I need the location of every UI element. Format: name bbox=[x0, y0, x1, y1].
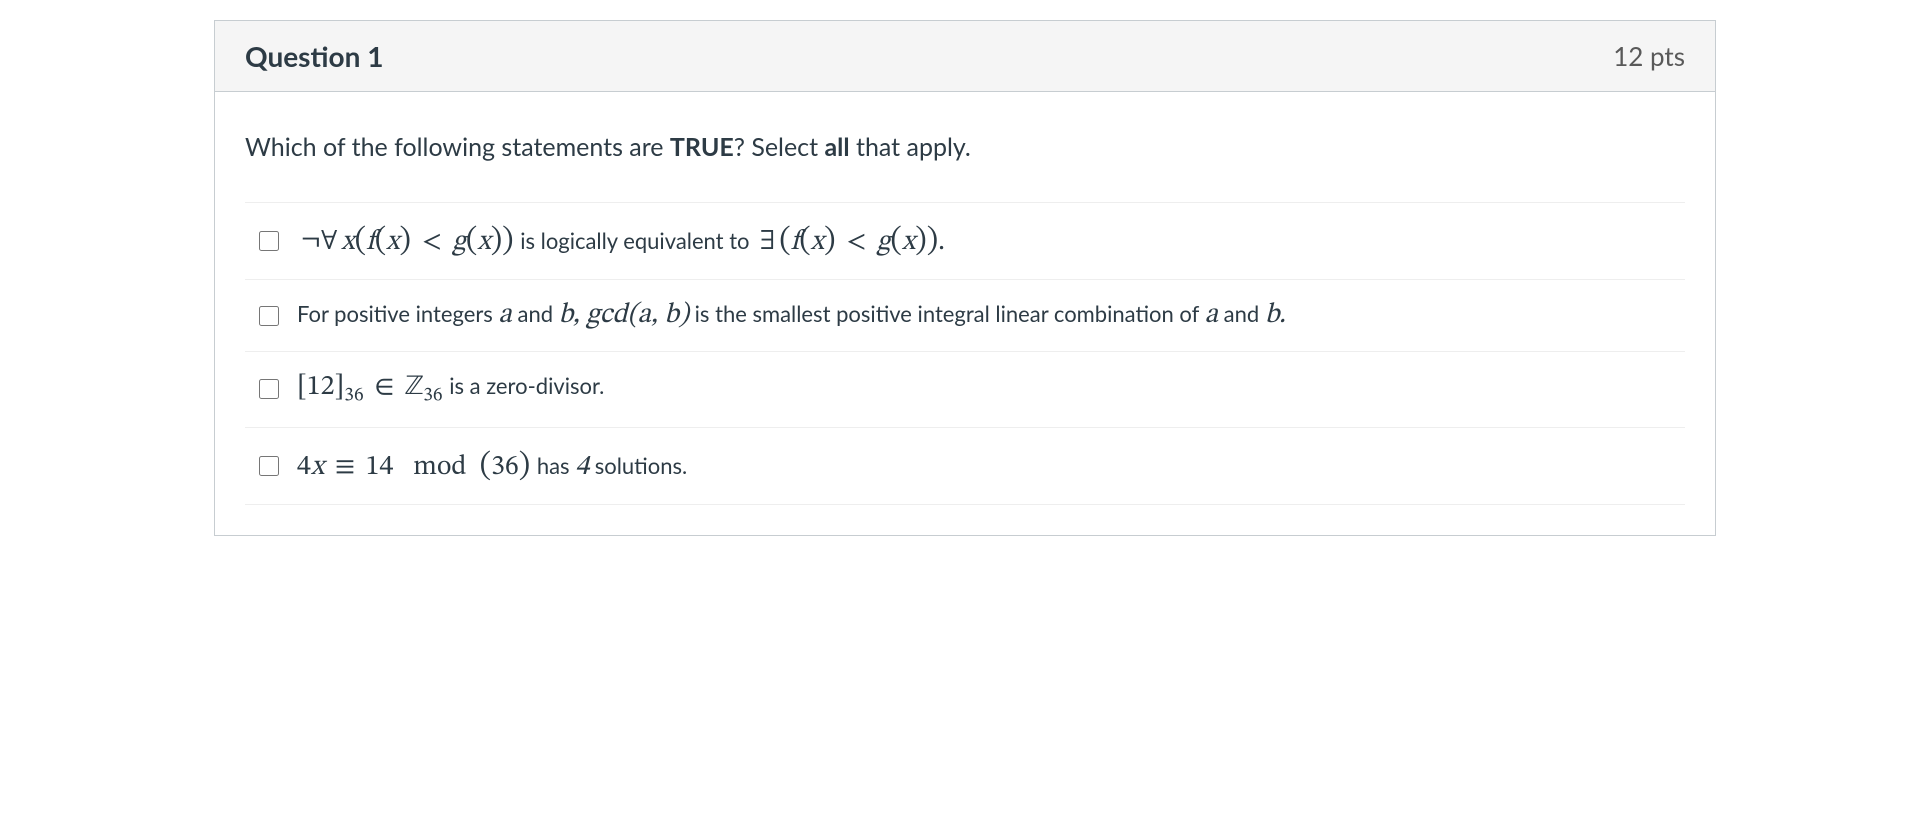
space bbox=[393, 453, 413, 481]
rparen: ) bbox=[824, 225, 835, 257]
checkbox-option-3[interactable] bbox=[259, 379, 279, 399]
num-4: 4 bbox=[575, 453, 589, 481]
comma: , bbox=[651, 301, 658, 329]
opt2-and2: and bbox=[1218, 300, 1265, 327]
neg-forall: ¬∀ bbox=[297, 228, 341, 256]
var-g: g bbox=[452, 228, 466, 256]
opt3-post: is a zero-divisor. bbox=[449, 372, 604, 399]
rparen: ) bbox=[502, 225, 513, 257]
lparen: ( bbox=[480, 450, 491, 482]
question-body: Which of the following statements are TR… bbox=[215, 92, 1715, 535]
rparen: ) bbox=[519, 450, 530, 482]
lparen: ( bbox=[466, 225, 477, 257]
prompt-bold-all: all bbox=[824, 132, 849, 162]
var-a: a bbox=[498, 301, 511, 329]
var-g: g bbox=[877, 228, 891, 256]
answer-option-2[interactable]: For positive integers a and b, gcd(a, b)… bbox=[245, 279, 1685, 351]
option-4-content: 4x ≡ 14 mod (36) has 4 solutions. bbox=[297, 446, 687, 486]
question-header: Question 1 12 pts bbox=[215, 21, 1715, 92]
equiv: ≡ bbox=[324, 453, 365, 481]
lparen: ( bbox=[779, 225, 790, 257]
space bbox=[466, 453, 479, 481]
rparen: ) bbox=[915, 225, 926, 257]
sub-36: 36 bbox=[423, 386, 442, 406]
num-12: 12 bbox=[307, 373, 335, 401]
var-f: f bbox=[366, 228, 375, 256]
lparen: ( bbox=[355, 225, 366, 257]
num-36: 36 bbox=[491, 453, 519, 481]
option-2-content: For positive integers a and b, gcd(a, b)… bbox=[297, 298, 1286, 333]
prompt-pre: Which of the following statements are bbox=[245, 132, 670, 162]
question-prompt: Which of the following statements are TR… bbox=[245, 132, 1685, 162]
var-b: b bbox=[664, 301, 679, 329]
answer-option-4[interactable]: 4x ≡ 14 mod (36) has 4 solutions. bbox=[245, 427, 1685, 505]
rparen: ) bbox=[927, 225, 938, 257]
exists: ∃ bbox=[755, 228, 779, 256]
element-of: ∈ bbox=[364, 373, 405, 401]
var-a: a bbox=[637, 301, 650, 329]
option-3-content: [12]36 ∈ ℤ36 is a zero-divisor. bbox=[297, 370, 604, 409]
opt4-pre: has bbox=[537, 452, 575, 479]
opt2-and: and bbox=[512, 300, 559, 327]
var-x: x bbox=[341, 228, 354, 256]
blackboard-z: ℤ bbox=[405, 373, 423, 401]
var-f: f bbox=[791, 228, 800, 256]
sub-36: 36 bbox=[344, 386, 363, 406]
lparen: ( bbox=[799, 225, 810, 257]
prompt-mid: ? Select bbox=[734, 132, 825, 162]
less-than: < bbox=[836, 228, 877, 256]
prompt-post: that apply. bbox=[850, 132, 971, 162]
comma: , bbox=[573, 301, 586, 329]
answer-option-1[interactable]: ¬∀x(f(x) < g(x)) is logically equivalent… bbox=[245, 202, 1685, 279]
opt2-post: is the smallest positive integral linear… bbox=[689, 300, 1205, 327]
rparen: ) bbox=[400, 225, 411, 257]
option-1-content: ¬∀x(f(x) < g(x)) is logically equivalent… bbox=[297, 221, 945, 261]
num-14: 14 bbox=[366, 453, 394, 481]
lparen: ( bbox=[627, 301, 637, 329]
var-b: b bbox=[1265, 301, 1279, 329]
opt2-pre: For positive integers bbox=[297, 300, 498, 327]
var-x: x bbox=[902, 228, 915, 256]
answer-option-3[interactable]: [12]36 ∈ ℤ36 is a zero-divisor. bbox=[245, 351, 1685, 427]
question-card: Question 1 12 pts Which of the following… bbox=[214, 20, 1716, 536]
var-x: x bbox=[811, 228, 824, 256]
question-title: Question 1 bbox=[245, 39, 383, 73]
rbracket: ] bbox=[335, 373, 345, 401]
num-4: 4 bbox=[297, 453, 311, 481]
period: . bbox=[1279, 301, 1286, 329]
rparen: ) bbox=[491, 225, 502, 257]
option-1-middle: is logically equivalent to bbox=[520, 227, 755, 254]
var-x: x bbox=[311, 453, 324, 481]
opt4-post: solutions. bbox=[589, 452, 687, 479]
var-a: a bbox=[1205, 301, 1218, 329]
rparen: ) bbox=[679, 301, 689, 329]
checkbox-option-1[interactable] bbox=[259, 231, 279, 251]
lparen: ( bbox=[375, 225, 386, 257]
period: . bbox=[938, 228, 945, 256]
question-points: 12 pts bbox=[1613, 40, 1685, 72]
checkbox-option-2[interactable] bbox=[259, 306, 279, 326]
var-b: b bbox=[559, 301, 573, 329]
mod: mod bbox=[413, 453, 466, 481]
gcd: gcd bbox=[586, 301, 627, 329]
checkbox-option-4[interactable] bbox=[259, 456, 279, 476]
lparen: ( bbox=[890, 225, 901, 257]
var-x: x bbox=[477, 228, 490, 256]
var-x: x bbox=[386, 228, 399, 256]
less-than: < bbox=[411, 228, 452, 256]
lbracket: [ bbox=[297, 373, 307, 401]
prompt-bold-true: TRUE bbox=[670, 132, 734, 162]
